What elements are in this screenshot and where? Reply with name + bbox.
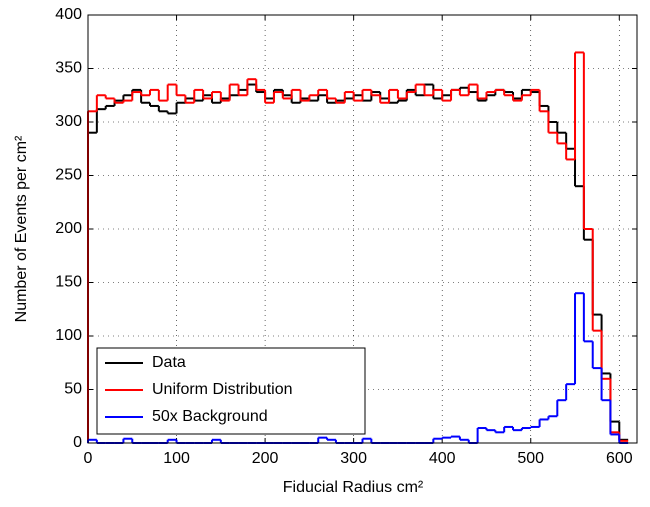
x-tick-label: 400 <box>429 450 456 467</box>
plot-frame <box>87 14 638 444</box>
x-tick-label: 0 <box>84 450 93 467</box>
y-tick-label: 50 <box>64 381 82 398</box>
y-tick-label: 150 <box>55 274 82 291</box>
y-tick-label: 100 <box>55 327 82 344</box>
y-tick-label: 400 <box>55 6 82 23</box>
x-tick-label: 300 <box>340 450 367 467</box>
x-tick-label: 600 <box>606 450 633 467</box>
y-axis-label: Number of Events per cm² <box>13 135 30 322</box>
y-tick-label: 0 <box>73 434 82 451</box>
x-tick-label: 200 <box>252 450 279 467</box>
legend-label: Uniform Distribution <box>152 381 292 398</box>
x-axis-label: Fiducial Radius cm² <box>283 479 424 496</box>
y-tick-label: 350 <box>55 60 82 77</box>
y-tick-label: 250 <box>55 167 82 184</box>
y-tick-label: 200 <box>55 220 82 237</box>
legend-label: 50x Background <box>152 408 268 425</box>
x-tick-label: 500 <box>517 450 544 467</box>
y-tick-label: 300 <box>55 113 82 130</box>
x-tick-label: 100 <box>163 450 190 467</box>
legend-label: Data <box>152 354 186 371</box>
